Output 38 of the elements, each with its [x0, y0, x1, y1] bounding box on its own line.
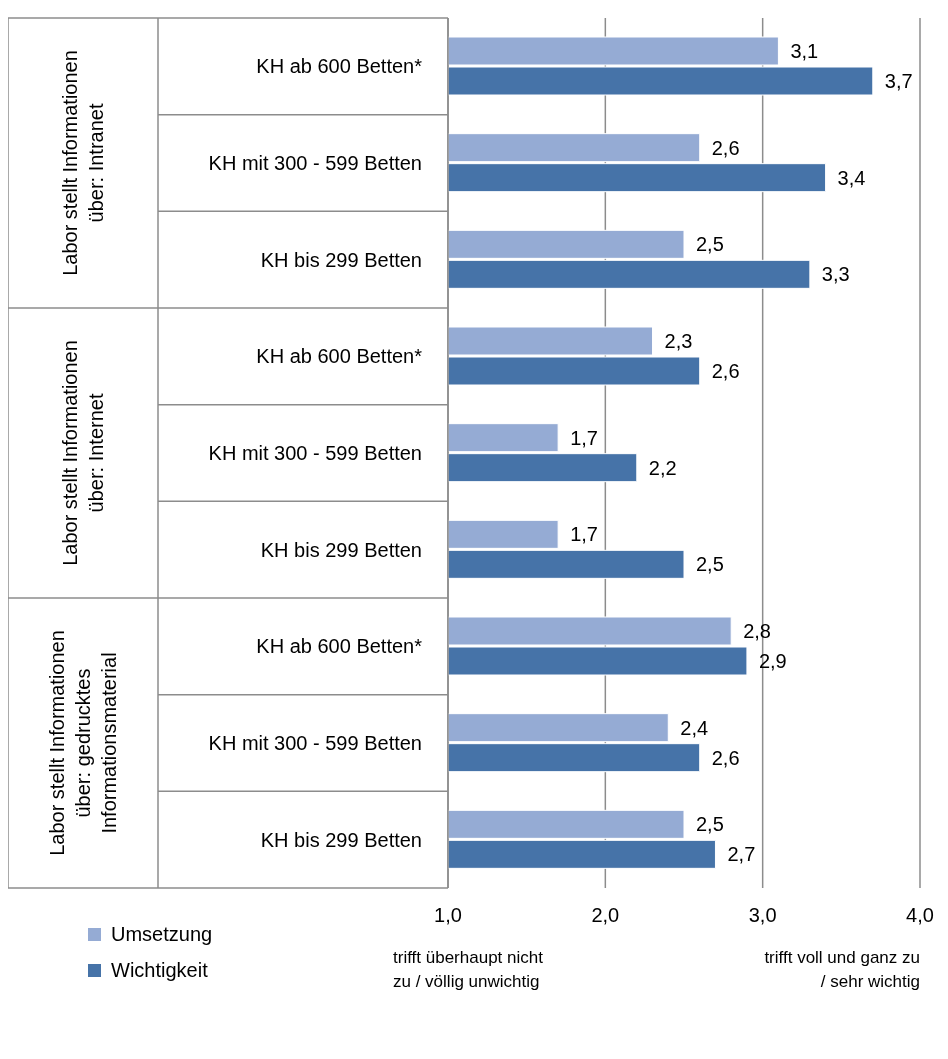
- x-tick-label: 4,0: [906, 904, 934, 927]
- x-tick-label: 1,0: [434, 904, 462, 927]
- legend-label: Umsetzung: [111, 922, 213, 947]
- data-label: 2,5: [696, 553, 724, 576]
- x-tick-label: 2,0: [591, 904, 620, 927]
- data-label: 3,4: [837, 166, 866, 189]
- data-label: 2,6: [711, 746, 740, 769]
- data-label: 2,6: [711, 360, 740, 383]
- text: Labor stellt Informationen über: Intranet: [58, 49, 108, 278]
- data-label: 2,6: [711, 136, 740, 159]
- text: Labor stellt Informationen über: Internet: [58, 339, 108, 568]
- data-label: 2,5: [696, 233, 724, 256]
- y-tick-label: KH mit 300 - 599 Betten: [208, 442, 422, 465]
- y-tick-label: KH ab 600 Betten*: [256, 635, 423, 658]
- data-label: 2,9: [758, 650, 787, 673]
- data-label: 2,7: [727, 843, 756, 866]
- data-label: 2,4: [680, 716, 709, 739]
- y-tick-label: KH bis 299 Betten: [260, 828, 422, 851]
- data-label: 2,2: [648, 456, 677, 479]
- data-label: 1,7: [570, 426, 598, 449]
- data-label: 2,5: [696, 813, 724, 836]
- text: trifft voll und ganz zu / sehr wichtig: [764, 947, 920, 993]
- data-label: 2,8: [743, 620, 772, 643]
- text: trifft überhaupt nicht zu / völlig unwichtig: [393, 947, 543, 993]
- data-label: 1,7: [570, 523, 598, 546]
- legend-label: Wichtigkeit: [111, 958, 208, 983]
- y-tick-label: KH bis 299 Betten: [260, 248, 422, 271]
- data-label: 3,7: [884, 70, 913, 93]
- data-label: 3,1: [790, 40, 819, 63]
- text: Labor stellt Informationen über: gedrucktes Informationsmaterial: [45, 629, 121, 858]
- data-label: 2,3: [664, 330, 693, 353]
- y-tick-label: KH ab 600 Betten*: [256, 55, 423, 78]
- y-tick-label: KH bis 299 Betten: [260, 538, 422, 561]
- x-tick-label: 3,0: [748, 904, 777, 927]
- data-label: 3,3: [821, 263, 850, 286]
- y-tick-label: KH mit 300 - 599 Betten: [208, 152, 422, 175]
- y-tick-label: KH mit 300 - 599 Betten: [208, 732, 422, 755]
- y-tick-label: KH ab 600 Betten*: [256, 345, 423, 368]
